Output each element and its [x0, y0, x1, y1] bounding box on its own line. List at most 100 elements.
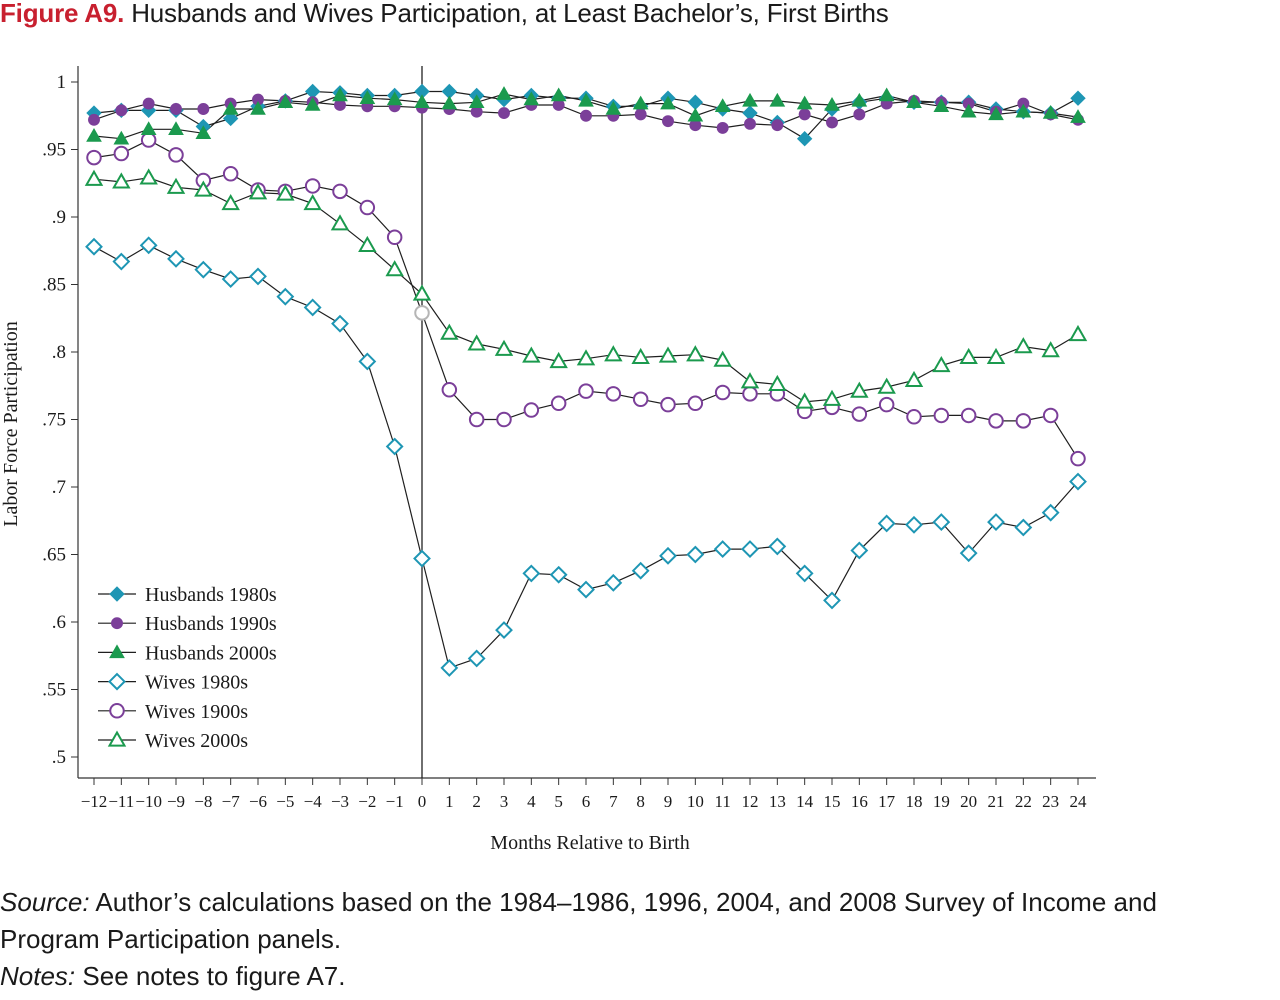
- data-point: [798, 108, 811, 121]
- data-point: [467, 334, 486, 351]
- data-point: [248, 183, 268, 200]
- data-point: [249, 267, 267, 286]
- data-point: [221, 270, 240, 289]
- data-point: [304, 96, 321, 111]
- data-point: [412, 284, 432, 301]
- x-tick-label: 7: [609, 792, 618, 811]
- data-point: [84, 169, 104, 186]
- data-point: [414, 94, 430, 108]
- data-point: [660, 396, 676, 413]
- x-tick-label: −9: [167, 792, 185, 811]
- y-tick-label: .7: [52, 477, 66, 498]
- data-point: [1042, 407, 1059, 424]
- data-point: [330, 214, 350, 231]
- data-point: [740, 372, 760, 389]
- data-point: [495, 621, 513, 640]
- data-point: [85, 237, 103, 256]
- data-point: [686, 345, 705, 362]
- data-point: [549, 565, 568, 584]
- data-point: [904, 370, 924, 387]
- data-point: [662, 115, 674, 128]
- data-point: [795, 392, 814, 409]
- x-tick-label: 8: [636, 792, 645, 811]
- y-tick-label: .55: [42, 680, 66, 701]
- legend-label: Husbands 1980s: [145, 584, 277, 606]
- x-tick-label: −8: [194, 792, 212, 811]
- data-point: [166, 177, 186, 194]
- data-point: [494, 339, 514, 356]
- data-point: [687, 107, 704, 122]
- data-point: [139, 168, 158, 185]
- data-point: [713, 350, 732, 367]
- legend-label: Wives 1980s: [145, 672, 248, 694]
- data-point: [932, 513, 951, 532]
- legend-item: Wives 1900s: [98, 701, 248, 723]
- data-point: [824, 96, 840, 111]
- data-point: [170, 103, 182, 115]
- x-tick-label: 18: [906, 792, 923, 811]
- data-point: [932, 355, 951, 373]
- y-tick-label: .95: [42, 140, 66, 161]
- data-point: [580, 109, 592, 122]
- x-tick-label: −12: [81, 792, 108, 811]
- data-point: [332, 87, 348, 102]
- y-tick-label: .8: [52, 342, 66, 363]
- data-point: [385, 260, 404, 277]
- x-tick-label: 17: [878, 792, 896, 811]
- data-point: [386, 91, 403, 106]
- data-point: [1068, 324, 1088, 342]
- data-point: [168, 147, 184, 163]
- data-point: [250, 100, 266, 115]
- x-tick-label: 21: [988, 792, 1005, 811]
- x-tick-label: −4: [304, 792, 323, 811]
- data-point: [167, 249, 185, 268]
- series-line: [93, 177, 1079, 403]
- x-tick-label: 22: [1015, 792, 1032, 811]
- data-point: [768, 374, 787, 392]
- data-point: [742, 92, 758, 107]
- x-tick-label: 24: [1070, 792, 1088, 811]
- y-tick-label: .65: [42, 545, 66, 566]
- data-point: [769, 92, 786, 107]
- legend-label: Husbands 1990s: [145, 613, 277, 635]
- data-point: [331, 314, 349, 333]
- data-point: [385, 437, 404, 456]
- x-tick-label: 12: [742, 792, 759, 811]
- data-point: [550, 395, 567, 412]
- data-point: [771, 119, 784, 132]
- data-point: [960, 103, 977, 118]
- data-point: [413, 549, 431, 568]
- data-point: [440, 323, 459, 340]
- legend-marker: [111, 617, 123, 630]
- data-point: [304, 178, 321, 194]
- data-point: [496, 86, 512, 100]
- notes-text: See notes to figure A7.: [82, 961, 346, 991]
- data-point: [115, 104, 128, 117]
- data-point: [960, 407, 977, 424]
- chart-axes: .5.55.6.65.7.75.8.85.9.951−12 −11 −10 −9 −8−…: [42, 66, 1096, 811]
- data-point: [714, 384, 731, 401]
- legend-item: Wives 1980s: [98, 672, 248, 694]
- data-point: [1041, 503, 1060, 522]
- data-point: [441, 382, 458, 398]
- x-tick-label: 4: [527, 792, 536, 811]
- figure-title: Figure A9. Husbands and Wives Participat…: [0, 0, 889, 29]
- data-point: [851, 406, 868, 422]
- legend-marker: [109, 703, 125, 719]
- data-point: [1014, 337, 1033, 354]
- data-point: [222, 100, 239, 115]
- x-tick-label: 13: [769, 792, 786, 811]
- legend-item: Husbands 1980s: [98, 584, 277, 606]
- data-point: [959, 347, 978, 365]
- x-tick-label: 14: [796, 792, 814, 811]
- data-point: [659, 546, 677, 565]
- data-point: [823, 591, 841, 610]
- data-point: [744, 117, 756, 130]
- data-point: [386, 229, 403, 245]
- data-point: [987, 513, 1005, 532]
- data-point: [523, 91, 540, 106]
- data-point: [577, 580, 595, 599]
- data-point: [1070, 109, 1086, 123]
- data-point: [440, 658, 459, 677]
- x-tick-label: 3: [500, 792, 509, 811]
